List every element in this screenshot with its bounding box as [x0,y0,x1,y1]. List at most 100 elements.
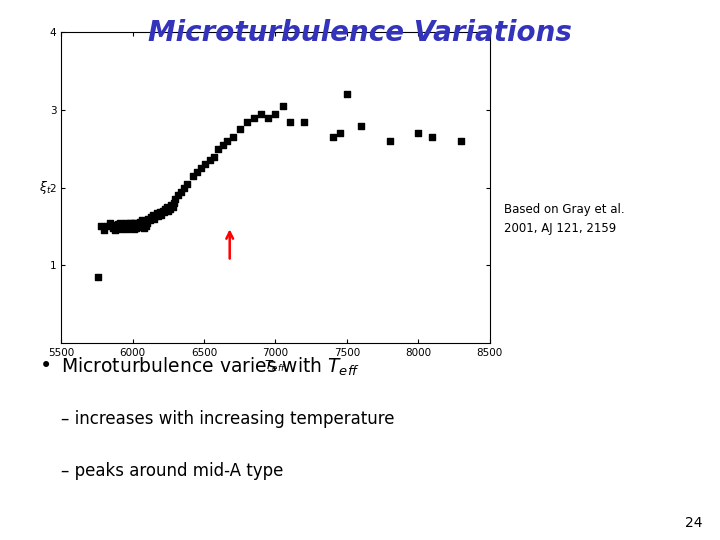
Point [119,223,130,232]
Point [334,129,346,138]
Point [144,216,156,225]
Point [132,223,143,232]
Point [117,220,128,228]
Point [96,222,107,231]
Point [128,225,140,233]
Point [122,220,134,228]
Point [181,179,193,188]
Point [179,183,190,192]
Point [298,117,310,126]
Point [217,140,228,149]
Point [163,207,174,215]
Point [166,200,177,209]
Text: Based on Gray et al.
2001, AJ 121, 2159: Based on Gray et al. 2001, AJ 121, 2159 [504,202,625,235]
Text: •: • [40,356,52,376]
Point [269,110,281,118]
Point [137,220,148,229]
Point [248,113,260,122]
Point [104,218,115,227]
Y-axis label: $\xi_t$: $\xi_t$ [39,179,52,196]
Point [135,222,146,231]
Point [141,219,153,228]
Point [126,221,138,230]
Point [127,219,139,228]
Point [125,224,137,232]
Point [134,218,145,226]
Point [132,220,144,228]
Point [168,199,180,207]
Point [117,224,129,232]
Point [130,218,141,227]
Point [129,221,140,230]
Point [150,212,161,221]
Point [455,137,467,145]
Point [114,218,125,227]
Point [98,226,109,235]
Point [120,219,132,228]
Point [122,222,133,231]
Point [154,208,166,217]
Point [170,195,181,204]
Point [204,156,215,165]
Point [158,208,170,217]
Point [112,220,123,228]
Point [427,133,438,141]
Point [131,220,143,229]
Point [413,129,424,138]
Text: – increases with increasing temperature: – increases with increasing temperature [61,410,395,428]
Point [127,222,138,231]
Point [327,133,338,141]
Point [111,222,122,231]
Point [160,205,171,214]
X-axis label: $T_{eff}$: $T_{eff}$ [264,359,287,374]
Point [138,218,149,226]
Point [284,117,295,126]
Point [140,217,151,225]
Point [143,214,154,223]
Point [138,224,150,232]
Point [151,209,163,218]
Point [124,220,135,229]
Point [221,137,233,145]
Point [341,90,353,99]
Text: – peaks around mid-A type: – peaks around mid-A type [61,462,284,480]
Text: Microturbulence varies with $T_{eff}$: Microturbulence varies with $T_{eff}$ [61,355,360,377]
Point [130,224,142,232]
Point [234,125,246,134]
Point [136,216,148,225]
Point [140,222,152,231]
Point [256,110,267,118]
Point [135,219,147,228]
Point [156,211,167,219]
Point [161,202,173,211]
Point [173,191,184,200]
Point [195,164,207,173]
Text: 24: 24 [685,516,702,530]
Point [125,218,136,227]
Point [108,220,120,229]
Point [176,187,187,196]
Point [123,224,135,232]
Point [93,273,104,281]
Point [112,224,124,232]
Point [153,211,164,220]
Point [109,225,121,234]
Text: Microturbulence Variations: Microturbulence Variations [148,19,572,47]
Point [208,152,220,161]
Point [164,204,176,213]
Point [148,214,160,223]
Point [241,117,253,126]
Point [118,220,130,229]
Point [121,225,132,233]
Point [139,220,150,228]
Point [212,145,224,153]
Point [167,202,179,211]
Point [113,221,125,230]
Point [120,221,131,230]
Point [147,211,158,219]
Point [227,133,238,141]
Point [276,102,288,111]
Point [115,225,127,233]
Point [263,113,274,122]
Point [186,172,198,180]
